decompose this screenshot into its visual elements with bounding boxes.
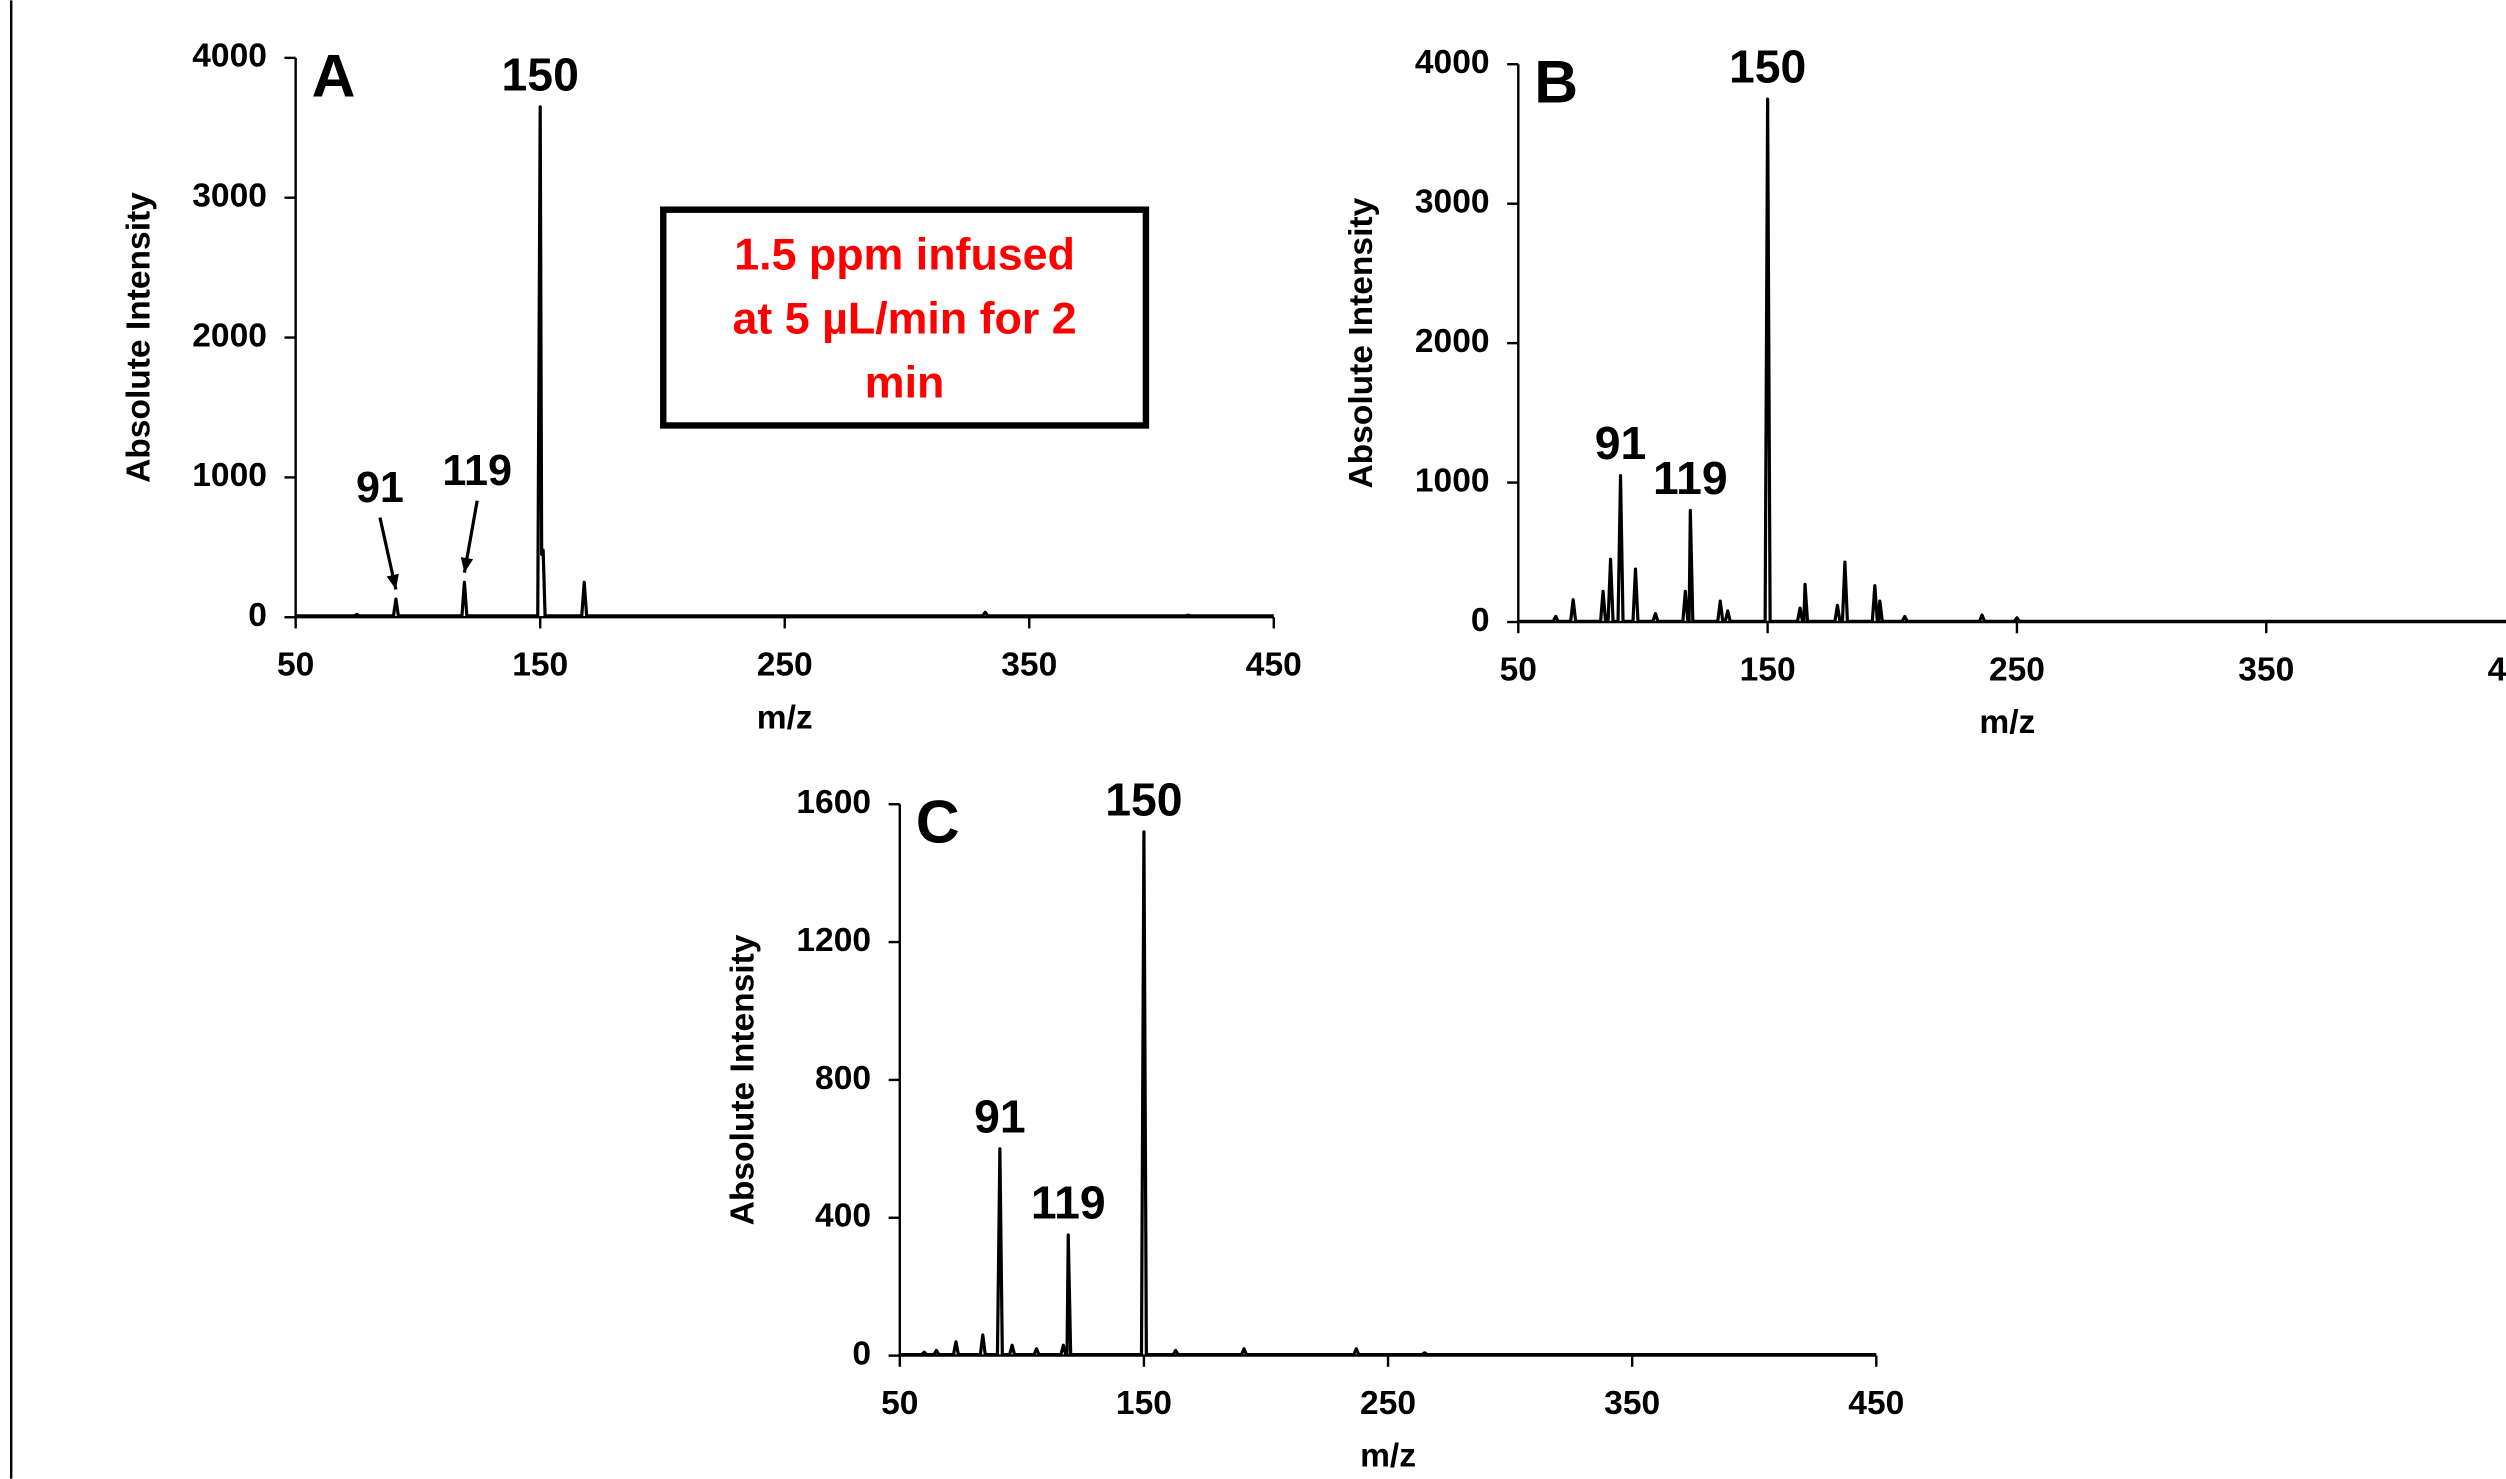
x-tick-label: 50: [881, 1385, 918, 1422]
x-axis-title: m/z: [1979, 704, 2035, 741]
note-line: 1.5 ppm infused: [734, 229, 1075, 279]
x-tick-label: 450: [2488, 651, 2506, 688]
x-tick-label: 50: [1500, 651, 1537, 688]
arrow-head: [460, 557, 474, 573]
x-tick-label: 250: [1989, 651, 2045, 688]
y-tick-label: 3000: [192, 178, 267, 215]
y-tick-label: 800: [815, 1060, 871, 1097]
y-tick-label: 0: [248, 597, 267, 634]
y-tick-label: 0: [1471, 602, 1490, 639]
y-tick-label: 2000: [1415, 323, 1490, 360]
x-tick-label: 150: [1116, 1385, 1172, 1422]
panel-letter: C: [916, 788, 960, 856]
spectrum-line: [899, 830, 1877, 1357]
note-line: at 5 µL/min for 2: [733, 293, 1077, 343]
x-tick-label: 150: [1740, 651, 1796, 688]
peak-label: 119: [1031, 1176, 1106, 1228]
x-tick-label: 350: [1604, 1385, 1660, 1422]
peak-label: 91: [1595, 417, 1647, 469]
y-axis-title: Absolute Intensity: [121, 192, 158, 483]
peak-label: 150: [1729, 41, 1806, 93]
y-tick-label: 2000: [192, 317, 267, 354]
panel-letter: B: [1534, 48, 1578, 116]
note-box: [660, 206, 1150, 429]
y-tick-label: 400: [815, 1198, 871, 1235]
y-tick-label: 0: [852, 1335, 871, 1372]
x-tick-label: 350: [2238, 651, 2294, 688]
spectrum-line: [1518, 97, 2506, 623]
peak-label: 91: [974, 1090, 1026, 1142]
spectrum-line: [295, 105, 1274, 618]
note-line: min: [865, 357, 945, 407]
arrow-head: [386, 573, 399, 590]
peak-label: 150: [1105, 773, 1182, 825]
panel-letter: A: [312, 41, 356, 109]
peak-label: 119: [1653, 452, 1728, 504]
x-tick-label: 450: [1246, 647, 1302, 684]
x-tick-label: 250: [1360, 1385, 1416, 1422]
peak-label: 150: [502, 48, 579, 100]
y-axis-title: Absolute Intensity: [1343, 197, 1380, 488]
y-tick-label: 1200: [796, 922, 871, 959]
x-tick-label: 150: [512, 647, 568, 684]
y-tick-label: 1000: [1415, 462, 1490, 499]
x-axis-title: m/z: [1360, 1438, 1416, 1475]
y-axis-title: Absolute Intensity: [725, 934, 762, 1225]
y-tick-label: 4000: [192, 38, 267, 75]
y-tick-label: 3000: [1415, 184, 1490, 221]
peak-label: 91: [356, 464, 404, 512]
y-tick-label: 4000: [1415, 44, 1490, 81]
peak-label: 119: [442, 447, 512, 495]
y-tick-label: 1600: [796, 784, 871, 821]
x-tick-label: 450: [1848, 1385, 1904, 1422]
x-axis-title: m/z: [757, 699, 813, 736]
x-tick-label: 50: [277, 647, 314, 684]
y-tick-label: 1000: [192, 457, 267, 494]
x-tick-label: 350: [1001, 647, 1057, 684]
x-tick-label: 250: [757, 647, 813, 684]
